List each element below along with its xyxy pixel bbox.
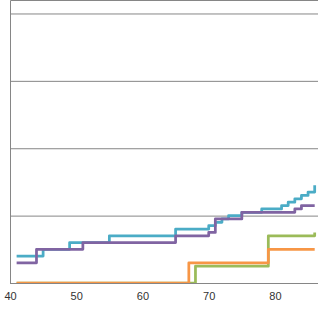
chart: 40 50 60 70 80 bbox=[0, 0, 318, 318]
series-line bbox=[17, 232, 315, 283]
series-line bbox=[17, 249, 315, 283]
x-axis: 40 50 60 70 80 bbox=[4, 283, 318, 302]
y-tick bbox=[10, 148, 318, 149]
x-tick: 40 bbox=[4, 283, 16, 302]
x-tick: 60 bbox=[137, 283, 149, 302]
series-line bbox=[17, 185, 315, 256]
x-tick-label: 50 bbox=[71, 290, 83, 302]
plot: 40 50 60 70 80 bbox=[4, 1, 318, 302]
x-tick-label: 80 bbox=[269, 290, 281, 302]
x-tick-label: 70 bbox=[203, 290, 215, 302]
grid-line bbox=[10, 81, 318, 82]
y-tick bbox=[10, 13, 318, 14]
y-axis-line bbox=[11, 1, 318, 284]
y-tick bbox=[10, 81, 318, 82]
grid-line bbox=[10, 13, 318, 14]
y-axis bbox=[10, 1, 318, 284]
x-tick: 70 bbox=[203, 283, 215, 302]
series-line bbox=[17, 206, 315, 263]
y-tick bbox=[10, 216, 318, 217]
x-tick-label: 40 bbox=[4, 290, 16, 302]
x-tick: 50 bbox=[71, 283, 83, 302]
y-tick bbox=[10, 283, 318, 284]
grid-line bbox=[10, 283, 318, 284]
series-group bbox=[17, 185, 315, 283]
x-tick-label: 60 bbox=[137, 290, 149, 302]
grid-line bbox=[10, 216, 318, 217]
x-axis-line bbox=[11, 283, 318, 284]
grid-line bbox=[10, 148, 318, 149]
x-tick: 80 bbox=[269, 283, 281, 302]
